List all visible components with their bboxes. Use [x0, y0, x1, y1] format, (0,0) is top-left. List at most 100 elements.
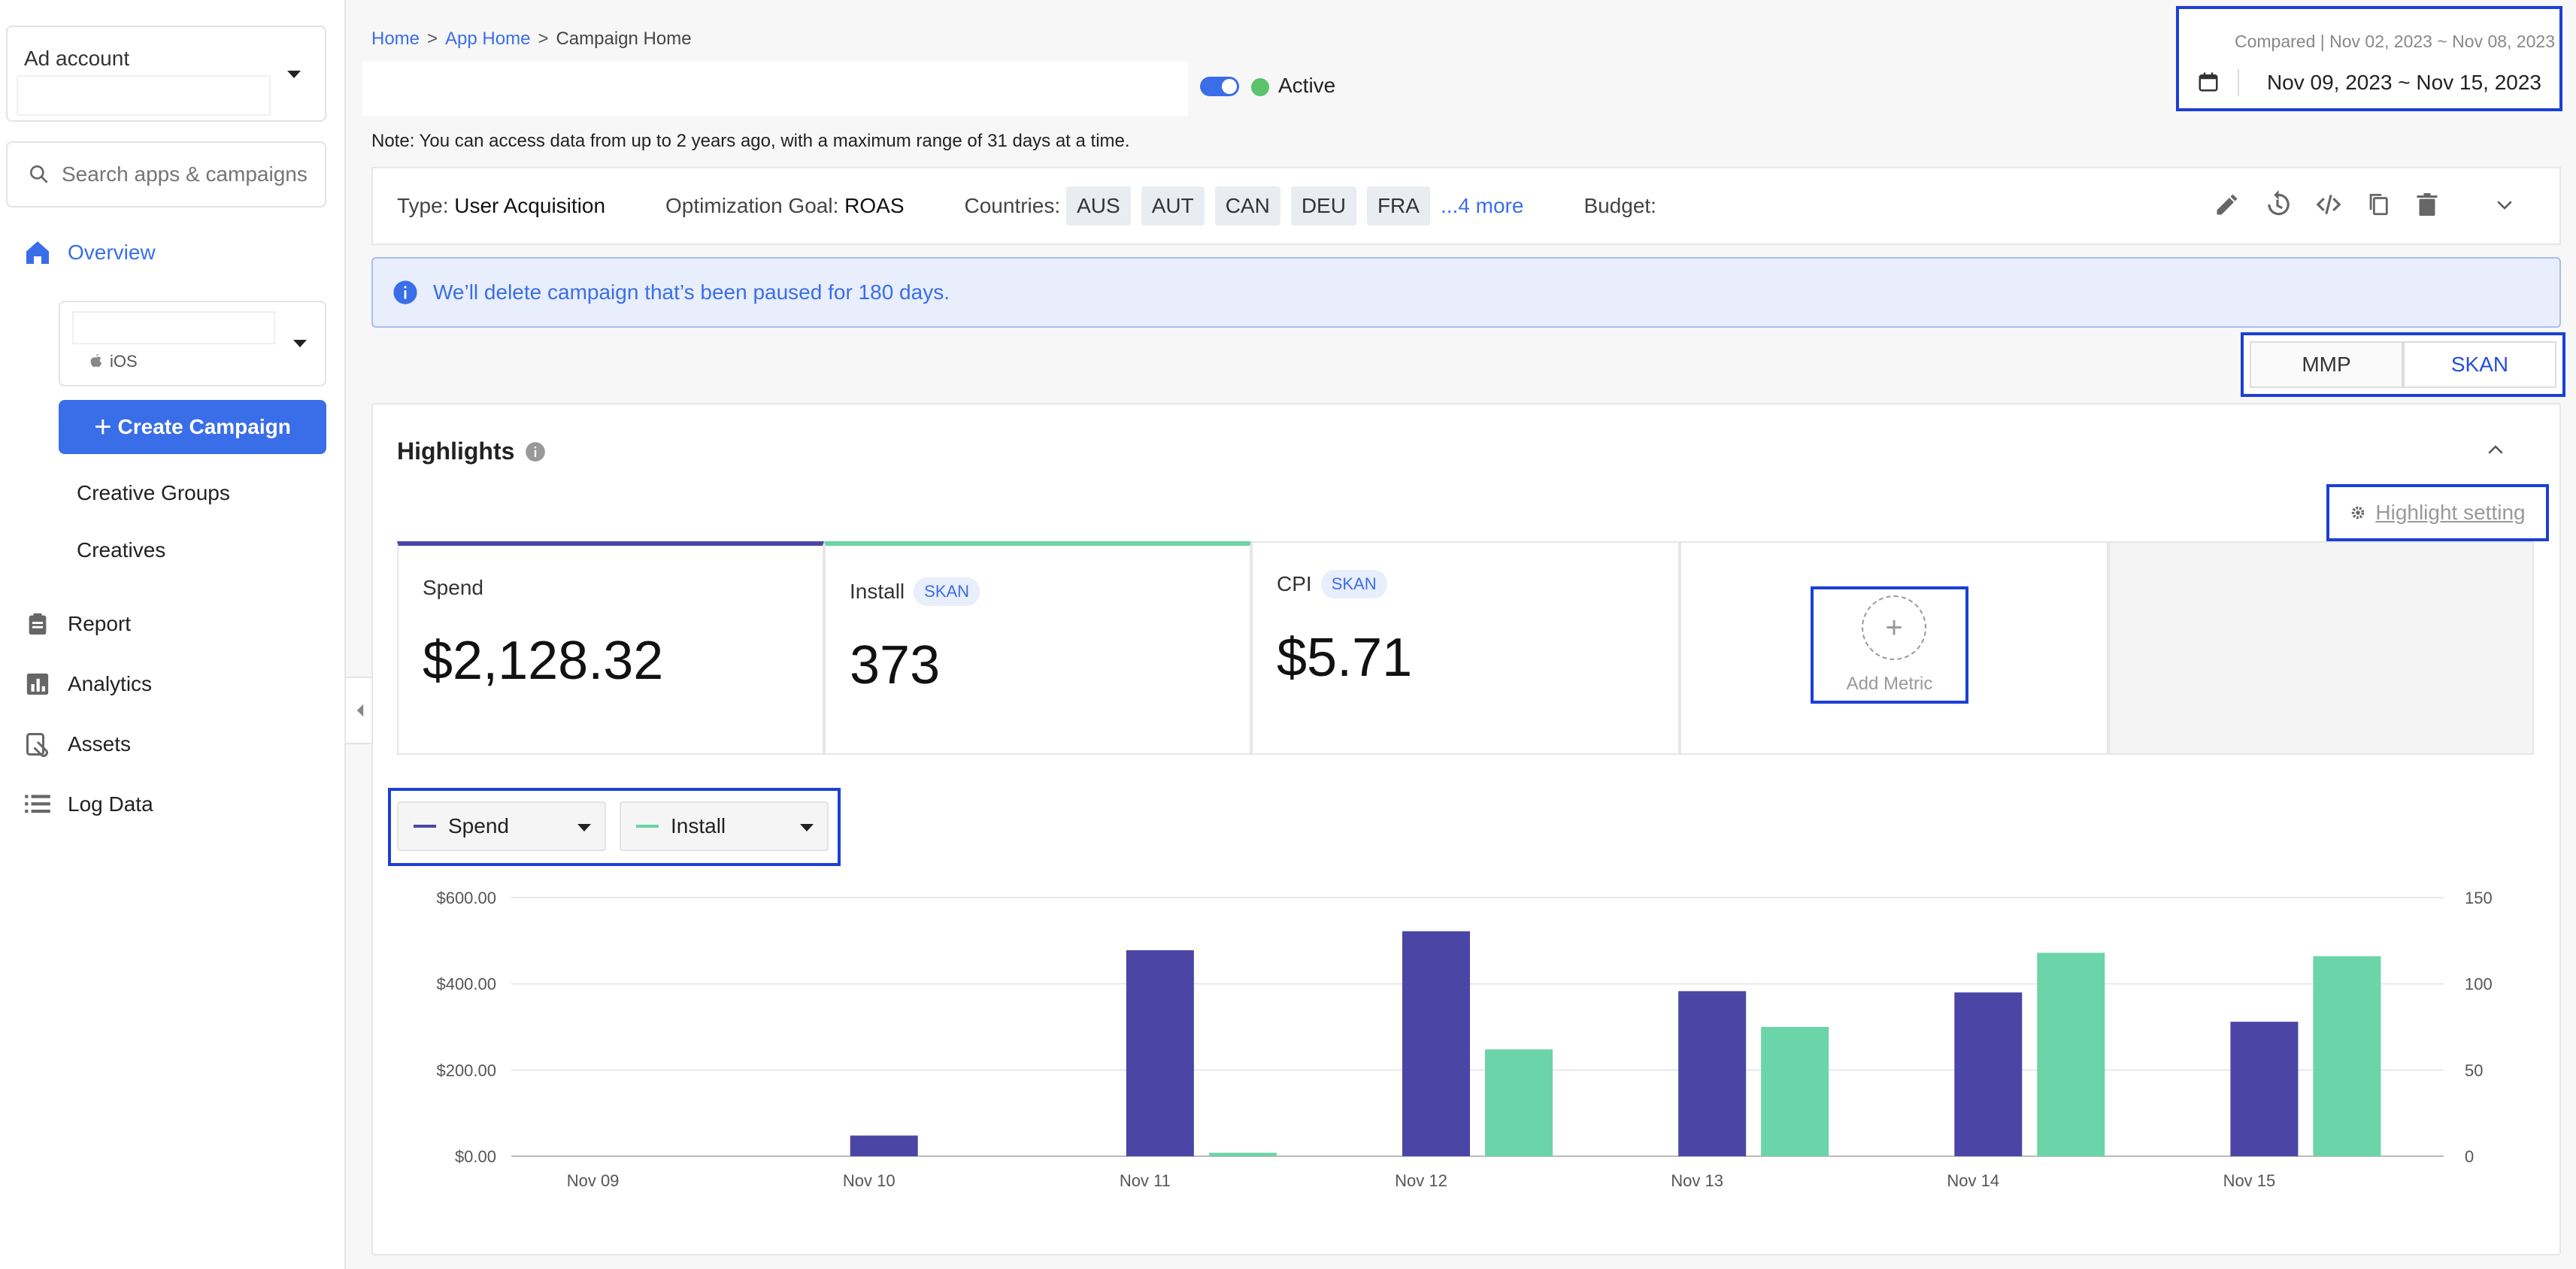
sidebar-item-creatives[interactable]: Creatives [77, 538, 166, 562]
goal-field: Optimization Goal: ROAS [665, 194, 904, 218]
countries-field: Countries: AUS AUT CAN DEU FRA ...4 more [965, 186, 1524, 226]
metric-label: CPI SKAN [1277, 570, 1387, 598]
series-selector-spend[interactable]: Spend [397, 801, 606, 851]
country-tag: AUS [1066, 186, 1131, 226]
skan-badge: SKAN [914, 577, 980, 606]
metric-card-install[interactable]: Install SKAN 373 [824, 541, 1251, 755]
series-swatch [414, 825, 436, 828]
search-input[interactable] [62, 162, 317, 186]
x-tick-label: Nov 14 [1947, 1171, 1999, 1190]
sidebar-item-analytics[interactable]: Analytics [23, 669, 152, 699]
sidebar-item-overview[interactable]: Overview [23, 238, 156, 268]
type-label: Type: [397, 194, 449, 217]
empty-metric-slot [2108, 541, 2534, 755]
apple-icon [90, 353, 102, 368]
bar-spend [1954, 992, 2023, 1156]
chevron-down-icon [287, 71, 301, 78]
delete-icon[interactable] [2414, 189, 2441, 220]
y-left-tick-label: $0.00 [455, 1147, 496, 1166]
history-icon[interactable] [2263, 190, 2292, 219]
country-tag: DEU [1290, 186, 1356, 226]
chevron-down-icon[interactable] [2493, 193, 2516, 216]
metric-value: 373 [850, 635, 941, 695]
metric-name: CPI [1277, 572, 1312, 595]
app-name-field [72, 311, 275, 344]
breadcrumb: Home > App Home > Campaign Home [371, 29, 692, 50]
search-box[interactable] [6, 141, 326, 207]
y-right-tick-label: 50 [2465, 1061, 2483, 1080]
highlight-setting-label: Highlight setting [2375, 501, 2526, 524]
info-icon [393, 280, 417, 304]
y-left-tick-label: $200.00 [436, 1061, 496, 1080]
divider [2238, 69, 2239, 96]
bar-spend [1402, 931, 1470, 1156]
x-tick-label: Nov 10 [843, 1171, 896, 1190]
metric-card-spend[interactable]: Spend $2,128.32 [397, 541, 824, 755]
x-tick-label: Nov 12 [1395, 1171, 1447, 1190]
status-toggle[interactable] [1200, 77, 1239, 96]
bar-chart-icon [23, 669, 53, 699]
type-field: Type: User Acquisition [397, 194, 605, 218]
breadcrumb-app-home[interactable]: App Home [445, 29, 531, 49]
tab-skan[interactable]: SKAN [2403, 341, 2556, 388]
bar-spend [1678, 991, 1747, 1156]
app-selector[interactable]: iOS [59, 301, 326, 386]
metric-name: Install [850, 580, 905, 603]
x-tick-label: Nov 13 [1671, 1171, 1723, 1190]
sidebar-item-report[interactable]: Report [23, 609, 131, 639]
attribution-toggle: MMP SKAN [2241, 332, 2565, 397]
y-right-tick-label: 150 [2465, 889, 2493, 907]
campaign-name-field[interactable] [362, 62, 1188, 116]
list-icon [23, 789, 53, 819]
add-metric-button[interactable]: + Add Metric [1811, 586, 1968, 704]
sidebar-item-label: Report [68, 612, 132, 635]
create-campaign-button[interactable]: + Create Campaign [59, 400, 326, 454]
series-selector-install[interactable]: Install [620, 801, 829, 851]
edit-icon[interactable] [2214, 191, 2241, 218]
series-label: Install [671, 814, 726, 837]
chevron-down-icon [800, 824, 814, 831]
gear-icon [2352, 506, 2365, 519]
status-dot-icon [1251, 78, 1269, 96]
series-swatch [636, 825, 659, 828]
highlights-title: Highlights [397, 438, 546, 465]
add-metric-card: + Add Metric [1680, 541, 2108, 755]
metric-name: Spend [423, 576, 483, 599]
add-metric-label: Add Metric [1846, 674, 1933, 694]
country-tag: CAN [1214, 186, 1280, 226]
app-platform: iOS [110, 352, 138, 371]
sidebar: Ad account Overview iOS + Create Campaig… [0, 0, 346, 1269]
chevron-left-icon [356, 704, 364, 717]
calendar-icon [2199, 72, 2218, 92]
bar-install [1761, 1027, 1829, 1156]
bar-install [1485, 1049, 1553, 1156]
chevron-down-icon [577, 824, 591, 831]
date-range-picker[interactable]: Compared | Nov 02, 2023 ~ Nov 08, 2023 N… [2176, 6, 2562, 111]
breadcrumb-home[interactable]: Home [371, 29, 420, 49]
current-range: Nov 09, 2023 ~ Nov 15, 2023 [2266, 71, 2541, 94]
sidebar-item-log-data[interactable]: Log Data [23, 789, 153, 819]
tab-mmp[interactable]: MMP [2250, 341, 2403, 388]
more-countries-link[interactable]: ...4 more [1440, 194, 1524, 217]
bar-install [2037, 953, 2105, 1156]
code-icon[interactable] [2314, 190, 2343, 219]
metric-label: Spend [423, 576, 483, 600]
metric-value: $2,128.32 [423, 631, 664, 691]
date-note: Note: You can access data from up to 2 y… [371, 131, 1130, 151]
ad-account-value [17, 75, 271, 116]
highlight-setting-button[interactable]: Highlight setting [2326, 484, 2549, 541]
copy-icon[interactable] [2365, 191, 2391, 218]
info-icon[interactable] [525, 441, 546, 462]
chevron-up-icon[interactable] [2484, 439, 2507, 462]
metric-label: Install SKAN [850, 577, 980, 606]
sidebar-item-assets[interactable]: Assets [23, 729, 131, 759]
country-tag: AUT [1141, 186, 1205, 226]
ad-account-selector[interactable]: Ad account [6, 26, 326, 122]
y-right-tick-label: 0 [2465, 1147, 2474, 1166]
attachment-icon [23, 729, 53, 759]
sidebar-item-label: Log Data [68, 792, 153, 816]
series-selector-group [388, 788, 841, 866]
metric-card-cpi[interactable]: CPI SKAN $5.71 [1251, 541, 1680, 755]
sidebar-item-creative-groups[interactable]: Creative Groups [77, 481, 230, 504]
x-tick-label: Nov 15 [2223, 1171, 2276, 1190]
